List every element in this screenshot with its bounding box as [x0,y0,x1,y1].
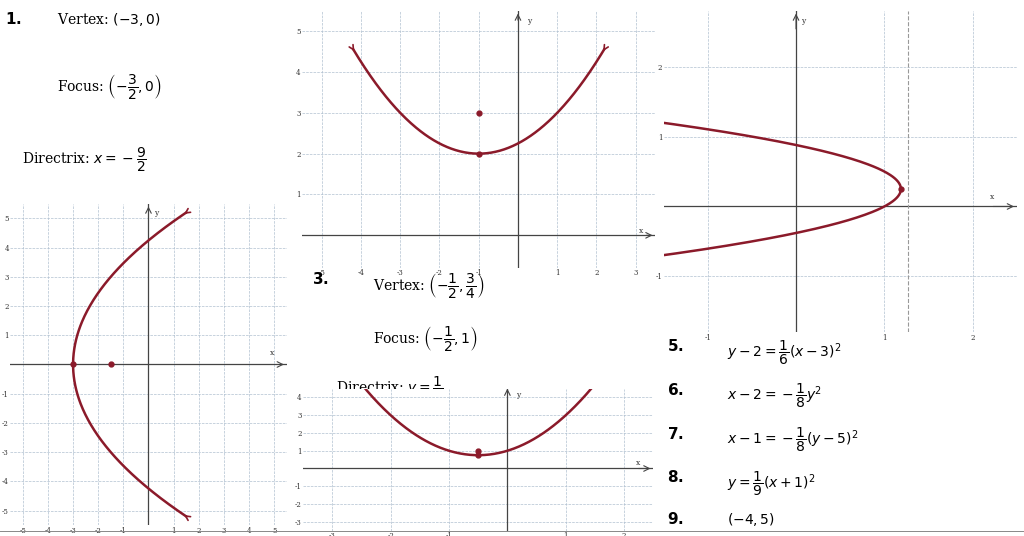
Text: Focus: $\left(-\dfrac{3}{2},0\right)$: Focus: $\left(-\dfrac{3}{2},0\right)$ [56,72,162,101]
Text: x: x [636,459,640,467]
Text: x: x [990,193,994,201]
Text: $\mathbf{2.}$: $\mathbf{2.}$ [312,11,329,27]
Text: x: x [639,227,643,235]
Text: Vertex: $\left(\dfrac{19}{16},\dfrac{1}{4}\right)$: Vertex: $\left(\dfrac{19}{16},\dfrac{1}{… [729,11,838,40]
Text: Focus: $\left(\dfrac{53}{48},\dfrac{1}{4}\right)$: Focus: $\left(\dfrac{53}{48},\dfrac{1}{4… [729,63,834,92]
Text: $\mathbf{6.}$: $\mathbf{6.}$ [667,382,684,398]
Text: $\mathbf{8.}$: $\mathbf{8.}$ [667,469,684,485]
Text: Directrix: $x = -\dfrac{9}{2}$: Directrix: $x = -\dfrac{9}{2}$ [23,146,147,174]
Text: y: y [802,17,806,25]
Text: $\mathbf{7.}$: $\mathbf{7.}$ [667,426,684,442]
Text: Directrix: $y = \dfrac{1}{2}$: Directrix: $y = \dfrac{1}{2}$ [336,375,443,403]
Text: Directrix: $x = \dfrac{61}{48}$: Directrix: $x = \dfrac{61}{48}$ [690,112,807,140]
Text: $x - 2 = -\dfrac{1}{8}y^2$: $x - 2 = -\dfrac{1}{8}y^2$ [727,382,822,410]
Text: $\mathbf{4.}$: $\mathbf{4.}$ [666,11,682,27]
Text: $y - 2 = \dfrac{1}{6}(x - 3)^2$: $y - 2 = \dfrac{1}{6}(x - 3)^2$ [727,338,842,367]
Text: y: y [515,391,520,399]
Text: Vertex: $(-1,2)$: Vertex: $(-1,2)$ [373,11,477,28]
Text: Vertex: $\left(-\dfrac{1}{2},\dfrac{3}{4}\right)$: Vertex: $\left(-\dfrac{1}{2},\dfrac{3}{4… [373,271,484,300]
Text: $\mathbf{5.}$: $\mathbf{5.}$ [667,338,684,354]
Text: Vertex: $(-3,0)$: Vertex: $(-3,0)$ [56,11,161,28]
Text: Focus: $(-1,3)$: Focus: $(-1,3)$ [373,54,472,71]
Text: y: y [154,209,159,217]
Text: $\mathbf{1.}$: $\mathbf{1.}$ [5,11,22,27]
Text: $x - 1 = -\dfrac{1}{8}(y - 5)^2$: $x - 1 = -\dfrac{1}{8}(y - 5)^2$ [727,426,858,454]
Text: $(-4,5)$: $(-4,5)$ [727,511,775,528]
Text: $\mathbf{9.}$: $\mathbf{9.}$ [667,511,684,527]
Text: x: x [270,349,274,357]
Text: Focus: $\left(-\dfrac{1}{2},1\right)$: Focus: $\left(-\dfrac{1}{2},1\right)$ [373,324,478,353]
Text: y: y [526,18,530,25]
Text: $y = \dfrac{1}{9}(x + 1)^2$: $y = \dfrac{1}{9}(x + 1)^2$ [727,469,815,497]
Text: $\mathbf{3.}$: $\mathbf{3.}$ [312,271,329,287]
Text: Directrix: $y = 1$: Directrix: $y = 1$ [336,95,442,113]
